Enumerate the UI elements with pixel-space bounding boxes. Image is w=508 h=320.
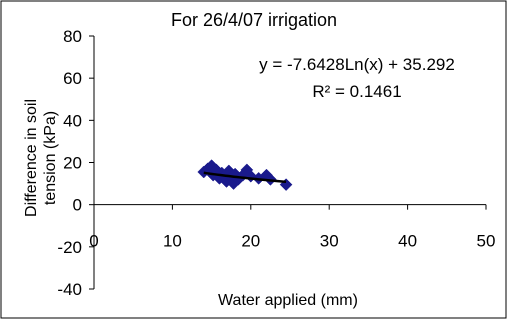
y-axis-label: Difference in soil tension (kPa)	[23, 99, 59, 217]
x-tick-label: 30	[320, 232, 339, 251]
x-axis-label: Water applied (mm)	[218, 292, 358, 309]
y-tick-label: -20	[57, 238, 82, 257]
trendline-equation: y = -7.6428Ln(x) + 35.292	[259, 55, 455, 74]
x-tick-label: 50	[477, 232, 496, 251]
x-tick-label: 40	[398, 232, 417, 251]
y-tick-label: 40	[63, 111, 82, 130]
y-tick-label: 60	[63, 69, 82, 88]
y-tick-label: 20	[63, 154, 82, 173]
trendline-group	[203, 171, 287, 184]
x-tick-label: 0	[89, 232, 98, 251]
x-tick-label: 10	[163, 232, 182, 251]
y-tick-label: -40	[57, 280, 82, 299]
y-tick-label: 80	[63, 27, 82, 46]
x-ticks: 0 10 20 30 40 50	[89, 204, 496, 251]
trendline	[203, 171, 287, 184]
x-tick-label: 20	[241, 232, 260, 251]
y-tick-label: 0	[73, 196, 82, 215]
r-squared-label: R² = 0.1461	[312, 82, 401, 101]
chart-title: For 26/4/07 irrigation	[171, 10, 337, 30]
y-ticks: -40 -20 0 20 40 60 80	[57, 27, 94, 299]
